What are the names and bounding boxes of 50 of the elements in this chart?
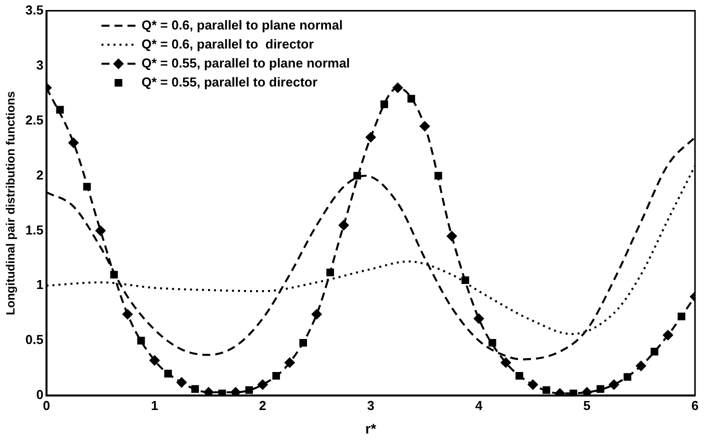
point [650,348,658,356]
point [582,387,592,396]
x-tick-label: 5 [583,398,591,413]
point [191,385,199,393]
x-tick-label: 6 [691,398,699,413]
point [258,380,268,390]
point [56,106,64,114]
point [176,377,187,388]
legend-label: Q* = 0.6, parallel to director [141,36,314,52]
point [150,355,160,366]
point [230,387,241,396]
point [312,309,322,320]
point [554,388,565,396]
point [122,309,133,320]
y-tick-label: 1 [36,277,44,292]
point [96,226,106,236]
point [608,380,619,390]
legend-label: Q* = 0.55, parallel to director [141,74,318,90]
y-tick-label: 2.5 [25,112,44,128]
point [446,231,457,242]
point [500,358,511,368]
y-tick-label: 0.5 [25,332,44,348]
y-tick-label: 3.5 [25,2,44,18]
x-tick-label: 2 [259,398,266,413]
y-axis-title: Longitudinal pair distribution functions [4,90,18,316]
point [596,385,604,393]
point [380,100,388,108]
legend-label: Q* = 0.6, parallel to plane normal [141,17,343,32]
legend-label: Q* = 0.55, parallel to plane normal [141,55,350,70]
point [528,380,538,390]
point [392,82,403,93]
point [245,386,253,394]
x-tick-label: 4 [475,398,484,413]
y-tick-label: 0 [36,387,44,402]
point [662,330,673,340]
y-tick-label: 2 [36,167,44,182]
point [366,132,376,142]
point [284,358,295,368]
point [474,314,484,324]
point [204,387,214,396]
x-tick-label: 3 [367,398,374,413]
x-tick-label: 1 [150,398,158,413]
y-tick-label: 3 [36,57,44,72]
point [636,360,646,371]
y-tick-label: 1.5 [25,222,44,238]
x-axis-title: r* [365,420,377,436]
point [137,336,145,344]
point [420,121,430,132]
point [338,220,349,230]
point [68,138,78,148]
